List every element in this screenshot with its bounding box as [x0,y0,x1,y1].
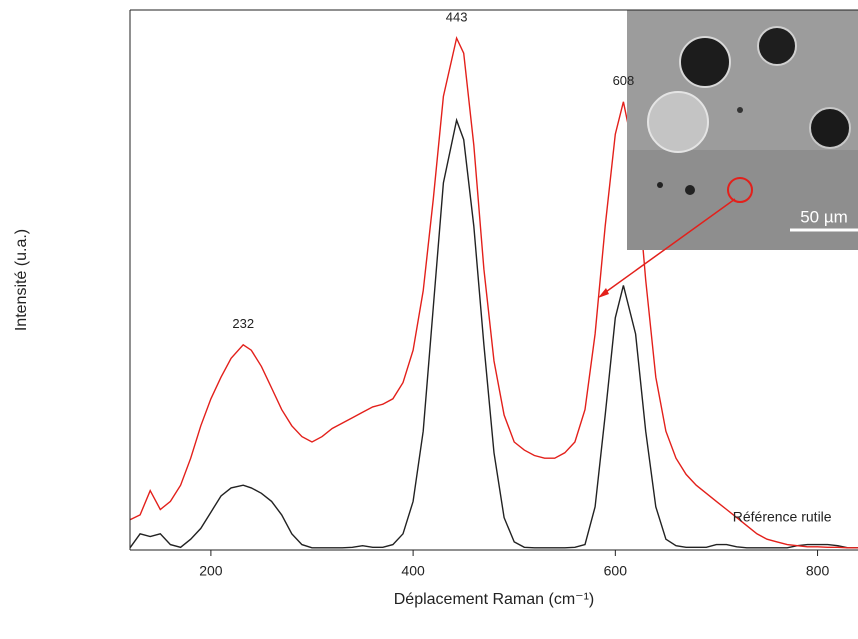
y-axis-label: Intensité (u.a.) [13,229,30,331]
peak-label: 232 [232,316,254,331]
inset-pore [679,36,731,88]
scale-label: 50 µm [800,207,848,226]
inset-pointer [602,198,736,295]
inset-pointer-head [598,288,609,298]
peak-label: 443 [446,10,468,25]
inset-pore [737,107,743,113]
spectrum-line [129,117,858,549]
peak-label: 608 [613,73,635,88]
inset-image: 50 µm [627,10,858,250]
spectrum-line [129,35,858,549]
inset-pore [685,185,695,195]
x-tick-label: 400 [401,563,425,579]
inset-pore [809,107,851,149]
series-annotation: Référence rutile [733,508,832,524]
x-tick-label: 600 [604,563,628,579]
x-axis-label: Déplacement Raman (cm⁻¹) [394,591,595,608]
inset-marker [727,177,753,203]
x-tick-label: 200 [199,563,223,579]
inset-particle [647,91,709,153]
inset-pore [757,26,797,66]
x-tick-label: 800 [806,563,830,579]
inset-pore [657,182,663,188]
inset-lower-region [627,150,858,250]
